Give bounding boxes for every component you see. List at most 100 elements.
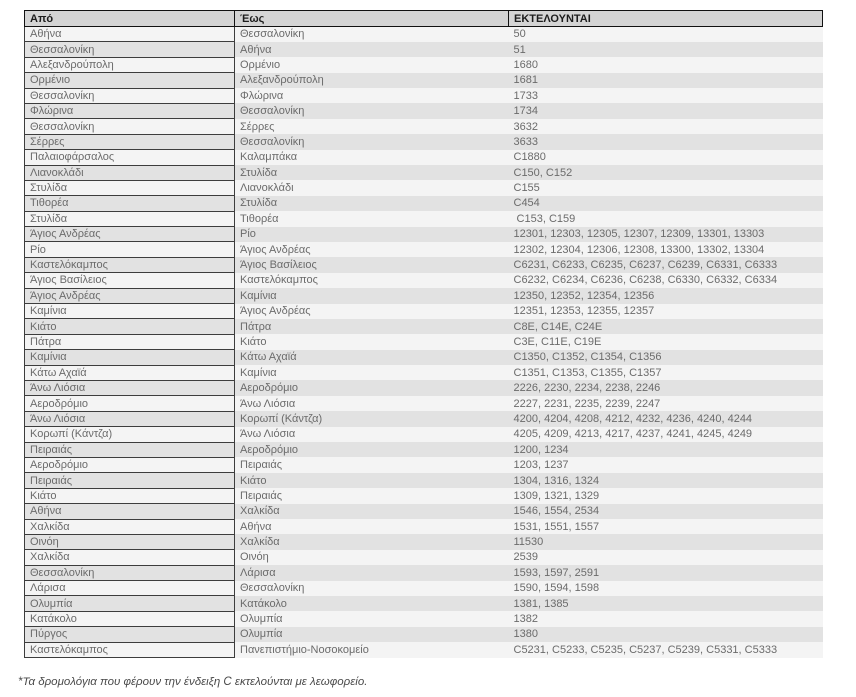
table-row: Άγιος Ανδρέας Καμίνια 12350, 12352, 12354,… (24, 287, 823, 305)
cell-to: Λάρισα (234, 565, 509, 581)
cell-services: C153, C159 (508, 211, 823, 227)
table-row: Άγιος Ανδρέας Ρίο 12301, 12303, 12305, 123… (24, 226, 823, 243)
cell-from: Καστελόκαμπος (24, 256, 235, 274)
cell-services: C454 (508, 195, 823, 212)
cell-services: 1734 (508, 103, 823, 119)
cell-services: 1380 (508, 626, 823, 643)
cell-services: C1350, C1352, C1354, C1356 (508, 349, 823, 366)
cell-to: Άνω Λιόσια (234, 395, 509, 412)
table-row: Θεσσαλονίκη Αθήνα 51 (24, 41, 823, 58)
table-row: Ολυμπία Κατάκολο 1381, 1385 (24, 595, 823, 612)
cell-from: Πειραιάς (24, 441, 235, 458)
cell-to: Ολυμπία (234, 611, 509, 627)
cell-from: Οινόη (24, 533, 235, 551)
table-row: Πύργος Ολυμπία 1380 (24, 626, 823, 643)
table-row: Ορμένιο Αλεξανδρούπολη 1681 (24, 72, 823, 89)
cell-from: Άνω Λιόσια (24, 410, 235, 428)
cell-from: Αθήνα (24, 503, 235, 520)
cell-to: Πειραιάς (234, 457, 509, 473)
table-row: Καστελόκαμπος Πανεπιστήμιο-Νοσοκομείο C523… (24, 641, 823, 659)
cell-to: Χαλκίδα (234, 503, 509, 519)
cell-services: 1733 (508, 88, 823, 104)
cell-to: Θεσσαλονίκη (234, 103, 509, 119)
cell-from: Αεροδρόμιο (24, 456, 235, 474)
cell-services: C3E, C11E, C19E (508, 334, 823, 350)
cell-to: Καμίνια (234, 288, 509, 304)
cell-services: C150, C152 (508, 165, 823, 181)
cell-from: Κορωπί (Κάντζα) (24, 426, 235, 443)
cell-from: Κιάτο (24, 318, 235, 335)
cell-to: Κορωπί (Κάντζα) (234, 411, 509, 427)
table-row: Αεροδρόμιο Πειραιάς 1203, 1237 (24, 456, 823, 474)
cell-from: Θεσσαλονίκη (24, 87, 235, 104)
cell-to: Κατάκολο (234, 595, 509, 612)
table-row: Στυλίδα Τιθορέα C153, C159 (24, 210, 823, 228)
table-row: Πειραιάς Κιάτο 1304, 1316, 1324 (24, 472, 823, 489)
table-row: Αλεξανδρούπολη Ορμένιο 1680 (24, 56, 823, 74)
table-row: Άνω Λιόσια Κορωπί (Κάντζα) 4200, 4204, 420… (24, 410, 823, 428)
cell-from: Αθήνα (24, 25, 235, 43)
cell-to: Πάτρα (234, 318, 509, 335)
cell-to: Στυλίδα (234, 195, 509, 212)
cell-to: Πανεπιστήμιο-Νοσοκομείο (234, 642, 509, 658)
column-header-to: Έως (234, 10, 509, 27)
cell-from: Θεσσαλονίκη (24, 41, 235, 58)
cell-from: Αεροδρόμιο (24, 395, 235, 412)
cell-to: Λιανοκλάδι (234, 180, 509, 196)
table-row: Παλαιοφάρσαλος Καλαμπάκα C1880 (24, 149, 823, 166)
table-row: Αθήνα Θεσσαλονίκη 50 (24, 25, 823, 43)
table-row: Θεσσαλονίκη Λάρισα 1593, 1597, 2591 (24, 564, 823, 582)
cell-services: 11530 (508, 534, 823, 550)
table-row: Καστελόκαμπος Άγιος Βασίλειος C6231, C6233… (24, 256, 823, 274)
table-row: Ρίο Άγιος Ανδρέας 12302, 12304, 12306, 123… (24, 241, 823, 258)
table-row: Θεσσαλονίκη Σέρρες 3632 (24, 118, 823, 135)
table-row: Άνω Λιόσια Αεροδρόμιο 2226, 2230, 2234, 22… (24, 379, 823, 397)
cell-to: Ρίο (234, 226, 509, 242)
cell-services: 1382 (508, 611, 823, 627)
cell-to: Θεσσαλονίκη (234, 134, 509, 150)
cell-from: Στυλίδα (24, 210, 235, 228)
cell-services: 1200, 1234 (508, 442, 823, 458)
table-row: Άγιος Βασίλειος Καστελόκαμπος C6232, C6234… (24, 272, 823, 289)
cell-services: 1680 (508, 57, 823, 73)
cell-services: C155 (508, 180, 823, 196)
cell-services: C1351, C1353, C1355, C1357 (508, 365, 823, 381)
table-row: Κορωπί (Κάντζα) Άνω Λιόσια 4205, 4209, 421… (24, 426, 823, 443)
table-row: Λιανοκλάδι Στυλίδα C150, C152 (24, 164, 823, 181)
cell-services: C6231, C6233, C6235, C6237, C6239, C6331… (508, 257, 823, 273)
cell-to: Άγιος Ανδρέας (234, 241, 509, 258)
cell-to: Κάτω Αχαϊά (234, 349, 509, 366)
cell-services: 12351, 12353, 12355, 12357 (508, 303, 823, 319)
cell-services: 1593, 1597, 2591 (508, 565, 823, 581)
cell-to: Πειραιάς (234, 488, 509, 504)
table-row: Πειραιάς Αεροδρόμιο 1200, 1234 (24, 441, 823, 458)
cell-services: C5231, C5233, C5235, C5237, C5239, C5331… (508, 642, 823, 658)
table-row: Κάτω Αχαϊά Καμίνια C1351, C1353, C1355, C1… (24, 364, 823, 381)
cell-to: Θεσσαλονίκη (234, 580, 509, 596)
cell-from: Κατάκολο (24, 610, 235, 628)
cell-to: Φλώρινα (234, 88, 509, 104)
table-header: Από Έως ΕΚΤΕΛΟΥΝΤΑΙ (24, 10, 823, 27)
table-row: Χαλκίδα Οινόη 2539 (24, 549, 823, 566)
cell-from: Άγιος Ανδρέας (24, 226, 235, 243)
cell-to: Άγιος Ανδρέας (234, 303, 509, 319)
cell-from: Θεσσαλονίκη (24, 118, 235, 135)
cell-from: Στυλίδα (24, 179, 235, 197)
table-row: Οινόη Χαλκίδα 11530 (24, 533, 823, 551)
table-body: Αθήνα Θεσσαλονίκη 50 Θεσσαλονίκη Αθήνα 51 Αλεξ… (24, 25, 823, 659)
table-row: Θεσσαλονίκη Φλώρινα 1733 (24, 87, 823, 104)
table-row: Πάτρα Κιάτο C3E, C11E, C19E (24, 333, 823, 351)
cell-from: Σέρρες (24, 133, 235, 151)
cell-services: 51 (508, 41, 823, 58)
cell-to: Αλεξανδρούπολη (234, 72, 509, 89)
cell-to: Άγιος Βασίλειος (234, 257, 509, 273)
cell-services: 4200, 4204, 4208, 4212, 4232, 4236, 4240… (508, 411, 823, 427)
cell-from: Άνω Λιόσια (24, 379, 235, 397)
cell-from: Άγιος Ανδρέας (24, 287, 235, 305)
cell-services: C1880 (508, 149, 823, 166)
cell-from: Κάτω Αχαϊά (24, 364, 235, 381)
table-row: Καμίνια Κάτω Αχαϊά C1350, C1352, C1354, C1… (24, 349, 823, 366)
cell-from: Ορμένιο (24, 72, 235, 89)
cell-to: Στυλίδα (234, 165, 509, 181)
